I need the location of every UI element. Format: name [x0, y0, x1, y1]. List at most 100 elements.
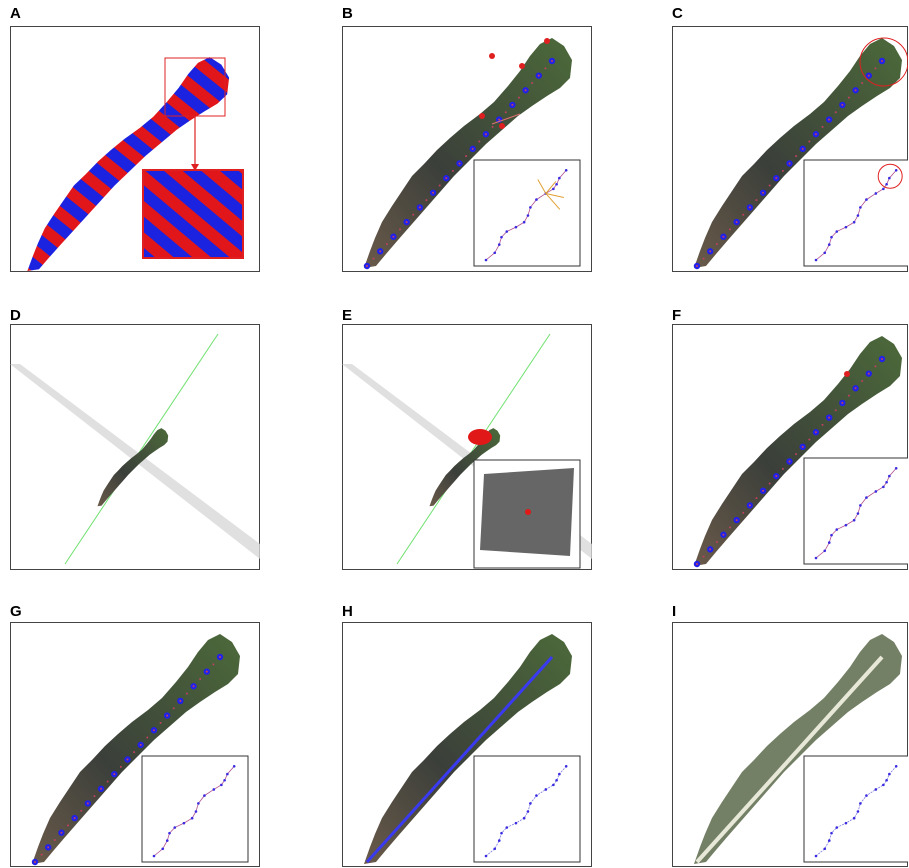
- skeleton-node: [529, 206, 532, 209]
- skeleton-node: [845, 226, 848, 229]
- red-point: [525, 509, 531, 515]
- midrib-point: [531, 82, 533, 84]
- midrib-point: [34, 861, 36, 863]
- midrib-point: [206, 671, 208, 673]
- midrib-point: [835, 111, 837, 113]
- skeleton-node: [815, 557, 818, 560]
- panel: [11, 27, 260, 272]
- midrib-point: [379, 250, 381, 252]
- skeleton-node: [835, 528, 838, 531]
- midrib-point: [60, 832, 62, 834]
- midrib-point: [808, 141, 810, 143]
- midrib-point: [518, 97, 520, 99]
- midrib-point: [505, 111, 507, 113]
- midrib-point: [41, 854, 43, 856]
- midrib-point: [459, 163, 461, 165]
- panel: [10, 325, 260, 570]
- midrib-point: [755, 199, 757, 201]
- midrib-point: [861, 82, 863, 84]
- midrib-point: [775, 475, 777, 477]
- midrib-point: [100, 788, 102, 790]
- midrib-point: [841, 402, 843, 404]
- midrib-point: [874, 67, 876, 69]
- midrib-point: [54, 839, 56, 841]
- panel: [673, 325, 909, 570]
- outlier: [544, 38, 550, 44]
- inset-frame: [804, 756, 909, 862]
- midrib-point: [848, 395, 850, 397]
- skeleton-node: [485, 855, 488, 858]
- skeleton-node: [195, 810, 198, 813]
- skeleton-node: [815, 259, 818, 262]
- midrib-point: [478, 141, 480, 143]
- skeleton-node: [888, 773, 891, 776]
- skeleton-node: [191, 817, 194, 820]
- midrib-point: [789, 163, 791, 165]
- skeleton-node: [875, 490, 878, 493]
- skeleton-node: [565, 169, 568, 172]
- panel-label: D: [10, 307, 21, 324]
- midrib-point: [828, 417, 830, 419]
- skeleton-node: [523, 221, 526, 224]
- panel-label: B: [342, 5, 353, 22]
- midrib-point: [199, 678, 201, 680]
- midrib-point: [511, 104, 513, 106]
- midrib-point: [67, 824, 69, 826]
- skeleton-node: [823, 847, 826, 850]
- midrib-point: [696, 265, 698, 267]
- skeleton-node: [845, 524, 848, 527]
- midrib-point: [874, 365, 876, 367]
- midrib-point: [822, 424, 824, 426]
- midrib-point: [525, 89, 527, 91]
- midrib-point: [789, 461, 791, 463]
- midrib-point: [74, 817, 76, 819]
- midrib-point: [544, 67, 546, 69]
- skeleton-node: [885, 779, 888, 782]
- panel: [673, 623, 909, 867]
- skeleton-node: [515, 822, 518, 825]
- midrib-point: [729, 228, 731, 230]
- midrib-point: [399, 228, 401, 230]
- skeleton-node: [505, 230, 508, 233]
- midrib-point: [439, 184, 441, 186]
- skeleton-node: [830, 832, 833, 835]
- inset-frame: [804, 458, 909, 564]
- outlier: [479, 113, 485, 119]
- midrib-point: [153, 729, 155, 731]
- skeleton-node: [173, 826, 176, 829]
- midrib-point: [366, 265, 368, 267]
- midrib-point: [722, 236, 724, 238]
- midrib-point: [373, 258, 375, 260]
- panel-label: E: [342, 307, 352, 324]
- midrib-point: [782, 468, 784, 470]
- midrib-point: [855, 89, 857, 91]
- midrib-point: [769, 184, 771, 186]
- red-cluster: [468, 429, 492, 445]
- midrib-point: [835, 409, 837, 411]
- midrib-point: [498, 119, 500, 121]
- skeleton-node: [166, 839, 169, 842]
- midrib-point: [432, 192, 434, 194]
- midrib-point: [802, 446, 804, 448]
- midrib-point: [47, 846, 49, 848]
- midrib-point: [762, 192, 764, 194]
- skeleton-node: [558, 773, 561, 776]
- midrib-point: [709, 548, 711, 550]
- skeleton-node: [558, 177, 561, 180]
- skeleton-node: [168, 832, 171, 835]
- skeleton-node: [527, 810, 530, 813]
- skeleton-node: [500, 236, 503, 239]
- panel: [673, 27, 909, 272]
- midrib-point: [445, 177, 447, 179]
- skeleton-node: [498, 839, 501, 842]
- skeleton-node: [529, 802, 532, 805]
- skeleton-node: [493, 251, 496, 254]
- inset-frame: [474, 756, 580, 862]
- midrib-point: [551, 60, 553, 62]
- panel: [11, 623, 260, 867]
- midrib-point: [179, 700, 181, 702]
- midrib-point: [485, 133, 487, 135]
- midrib-point: [722, 534, 724, 536]
- zoom-inset: [143, 170, 243, 258]
- midrib-point: [146, 737, 148, 739]
